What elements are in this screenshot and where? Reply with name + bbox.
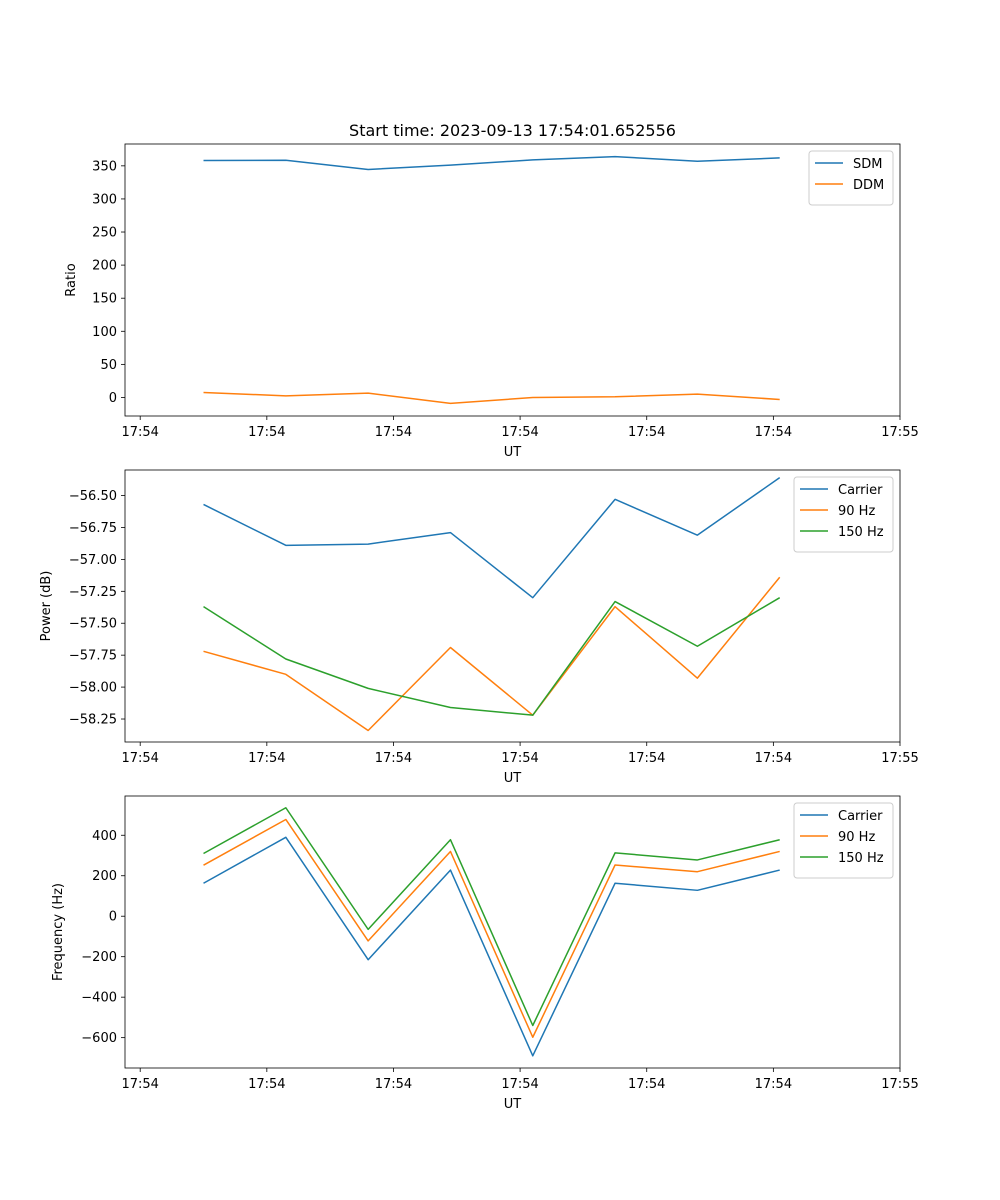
y-tick-label: −56.75	[69, 521, 117, 536]
y-tick-label: −57.75	[69, 649, 117, 664]
x-tick-label: 17:54	[375, 751, 412, 766]
y-tick-label: 0	[109, 910, 117, 925]
y-tick-label: −600	[81, 1031, 117, 1046]
legend-label: 150 Hz	[838, 851, 884, 866]
y-tick-label: 200	[92, 259, 117, 274]
legend-label: SDM	[853, 157, 882, 172]
series-line-sdm	[203, 155, 780, 171]
x-tick-label: 17:55	[881, 1077, 918, 1092]
y-axis-label: Power (dB)	[39, 571, 54, 642]
x-tick-label: 17:54	[248, 425, 285, 440]
x-tick-label: 17:54	[121, 751, 158, 766]
x-tick-label: 17:54	[755, 751, 792, 766]
legend-box	[808, 150, 894, 206]
x-tick-label: 17:54	[501, 425, 538, 440]
axes-frame	[124, 795, 901, 1069]
legend-label: 90 Hz	[838, 504, 875, 519]
x-tick-label: 17:54	[121, 425, 158, 440]
x-tick-label: 17:54	[375, 1077, 412, 1092]
x-tick-label: 17:54	[628, 751, 665, 766]
y-axis-label: Frequency (Hz)	[51, 883, 66, 981]
x-tick-label: 17:54	[121, 1077, 158, 1092]
series-line-150-hz	[203, 806, 780, 1027]
x-axis-label: UT	[504, 771, 522, 786]
legend-label: 90 Hz	[838, 830, 875, 845]
series-line-150-hz	[203, 597, 781, 716]
y-tick-label: 250	[92, 226, 117, 241]
subplot-1: 17:54 17:54 17:54 17:54 17:54 17:54 17:55 0 50 10…	[64, 143, 919, 460]
x-tick-label: 17:54	[375, 425, 412, 440]
subplot-3: 17:54 17:54 17:54 17:54 17:54 17:54 17:55 −600 −…	[51, 795, 919, 1112]
y-tick-label: −57.50	[69, 617, 117, 632]
x-tick-label: 17:54	[755, 425, 792, 440]
legend-label: DDM	[853, 178, 884, 193]
y-tick-label: 100	[92, 325, 117, 340]
y-axis-label: Ratio	[64, 263, 79, 296]
x-axis-label: UT	[504, 1097, 522, 1112]
series-line-carrier	[203, 477, 781, 599]
legend: SDM DDM	[808, 150, 894, 206]
x-tick-label: 17:54	[628, 1077, 665, 1092]
legend: Carrier 90 Hz 150 Hz	[793, 802, 894, 879]
subplot-2: 17:54 17:54 17:54 17:54 17:54 17:54 17:55 −58.2…	[39, 469, 919, 786]
axes-frame	[124, 469, 901, 743]
y-tick-label: −58.25	[69, 713, 117, 728]
x-tick-label: 17:54	[248, 751, 285, 766]
y-tick-label: −56.50	[69, 489, 117, 504]
series-line-ddm	[203, 391, 780, 405]
legend-label: Carrier	[838, 483, 883, 498]
y-tick-label: 150	[92, 292, 117, 307]
y-tick-label: 0	[109, 391, 117, 406]
series-line-carrier	[203, 836, 780, 1057]
x-tick-label: 17:54	[755, 1077, 792, 1092]
x-axis-label: UT	[504, 445, 522, 460]
y-tick-label: −400	[81, 991, 117, 1006]
legend-label: 150 Hz	[838, 525, 884, 540]
figure-title: Start time: 2023-09-13 17:54:01.652556	[349, 121, 676, 140]
y-tick-label: −57.00	[69, 553, 117, 568]
y-tick-label: 350	[92, 159, 117, 174]
x-tick-label: 17:54	[501, 1077, 538, 1092]
series-line-90-hz	[203, 818, 780, 1038]
x-tick-label: 17:54	[501, 751, 538, 766]
axes-frame	[124, 143, 901, 417]
y-tick-label: 300	[92, 192, 117, 207]
legend: Carrier 90 Hz 150 Hz	[793, 476, 894, 553]
x-tick-label: 17:54	[628, 425, 665, 440]
x-tick-label: 17:55	[881, 751, 918, 766]
y-tick-label: −57.25	[69, 585, 117, 600]
y-tick-label: −58.00	[69, 681, 117, 696]
series-line-90-hz	[203, 576, 781, 732]
y-tick-label: 400	[92, 829, 117, 844]
legend-box	[793, 476, 894, 553]
y-tick-label: 50	[100, 358, 117, 373]
legend-box	[793, 802, 894, 879]
legend-label: Carrier	[838, 809, 883, 824]
subplots: 17:54 17:54 17:54 17:54 17:54 17:54 17:55 0 50 10…	[39, 143, 919, 1112]
x-tick-label: 17:54	[248, 1077, 285, 1092]
y-tick-label: 200	[92, 869, 117, 884]
x-tick-label: 17:55	[881, 425, 918, 440]
y-tick-label: −200	[81, 950, 117, 965]
